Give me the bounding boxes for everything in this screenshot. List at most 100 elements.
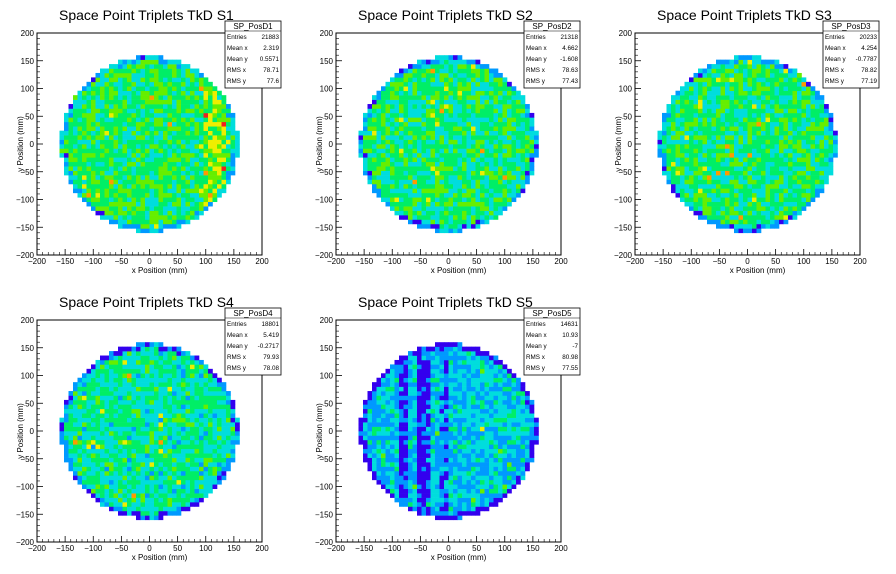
heatmap-cell xyxy=(212,104,218,109)
heatmap-cell xyxy=(743,64,748,69)
heatmap-cell xyxy=(421,117,427,123)
heatmap-cell xyxy=(743,121,748,127)
heatmap-cell xyxy=(403,95,409,100)
heatmap-cell xyxy=(675,170,681,176)
heatmap-cell xyxy=(462,99,467,105)
heatmap-cell xyxy=(801,201,807,207)
heatmap-cell xyxy=(77,386,83,392)
heatmap-cell xyxy=(801,95,807,100)
heatmap-cell xyxy=(172,215,177,220)
heatmap-cell xyxy=(113,391,119,396)
heatmap-cell xyxy=(498,166,503,171)
heatmap-cell xyxy=(684,117,690,123)
heatmap-cell xyxy=(122,417,128,423)
heatmap-cell xyxy=(480,201,485,207)
heatmap-cell xyxy=(127,135,132,140)
heatmap-cell xyxy=(154,64,159,69)
heatmap-cell xyxy=(779,112,784,118)
heatmap-cell xyxy=(203,166,209,171)
heatmap-cell xyxy=(194,117,200,123)
heatmap-cell xyxy=(698,95,703,100)
heatmap-cell xyxy=(412,130,418,136)
heatmap-cell xyxy=(113,166,119,171)
heatmap-cell xyxy=(172,192,177,198)
heatmap-cell xyxy=(770,117,775,123)
heatmap-cell xyxy=(743,95,748,100)
heatmap-cell xyxy=(693,170,699,176)
heatmap-cell xyxy=(185,112,191,118)
heatmap-cell xyxy=(86,479,92,485)
heatmap-cell xyxy=(113,448,119,454)
heatmap-cell xyxy=(154,99,159,105)
y-tick-label: −200 xyxy=(614,251,633,260)
heatmap-cell xyxy=(426,130,431,136)
heatmap-cell xyxy=(529,117,535,123)
heatmap-cell xyxy=(801,77,807,83)
heatmap-cell xyxy=(390,86,395,92)
heatmap-cell xyxy=(127,462,132,467)
heatmap-cell xyxy=(100,435,105,441)
heatmap-cell xyxy=(680,188,685,194)
heatmap-cell xyxy=(145,364,150,370)
heatmap-cell xyxy=(185,72,191,78)
heatmap-cell xyxy=(752,210,757,216)
heatmap-cell xyxy=(149,228,155,234)
heatmap-cell xyxy=(662,170,667,176)
heatmap-cell xyxy=(761,197,766,203)
heatmap-cell xyxy=(95,382,101,387)
heatmap-cell xyxy=(109,206,114,211)
heatmap-cell xyxy=(127,121,132,127)
heatmap-cell xyxy=(462,72,467,78)
heatmap-cell xyxy=(77,453,83,458)
heatmap-cell xyxy=(797,210,802,216)
x-tick-label: 200 xyxy=(255,257,269,266)
y-tick-label: −50 xyxy=(319,168,333,177)
heatmap-cell xyxy=(448,130,454,136)
heatmap-cell xyxy=(716,157,721,163)
heatmap-cell xyxy=(471,219,476,225)
heatmap-cell xyxy=(680,139,685,145)
heatmap-cell xyxy=(372,104,377,109)
heatmap-cell xyxy=(367,175,373,180)
heatmap-cell xyxy=(131,355,137,361)
heatmap-cell xyxy=(412,183,418,189)
heatmap-cell xyxy=(412,144,418,149)
heatmap-cell xyxy=(453,126,458,131)
heatmap-cell xyxy=(394,206,400,211)
y-tick-label: 50 xyxy=(623,112,632,121)
heatmap-cell xyxy=(725,130,730,136)
heatmap-cell xyxy=(372,179,377,185)
heatmap-cell xyxy=(145,422,150,427)
heatmap-cell xyxy=(172,108,177,114)
heatmap-cell xyxy=(203,188,209,194)
heatmap-cell xyxy=(716,130,721,136)
heatmap-cell xyxy=(181,386,186,392)
heatmap-cell xyxy=(140,175,146,180)
heatmap-cell xyxy=(399,206,404,211)
heatmap-cell xyxy=(756,99,762,105)
heatmap-cell xyxy=(394,108,400,114)
heatmap-cell xyxy=(118,126,123,131)
heatmap-cell xyxy=(172,426,177,432)
heatmap-cell xyxy=(104,475,110,481)
heatmap-cell xyxy=(122,382,128,387)
heatmap-cell xyxy=(707,166,712,171)
heatmap-cell xyxy=(181,81,186,87)
heatmap-cell xyxy=(810,148,816,154)
heatmap-cell xyxy=(86,382,92,387)
heatmap-cell xyxy=(127,104,132,109)
heatmap-cell xyxy=(729,135,735,140)
heatmap-cell xyxy=(154,228,159,234)
heatmap-cell xyxy=(127,431,132,436)
heatmap-cell xyxy=(95,399,101,405)
heatmap-cell xyxy=(158,175,164,180)
heatmap-cell xyxy=(412,77,418,83)
x-tick-label: 50 xyxy=(472,257,481,266)
heatmap-cell xyxy=(203,152,209,158)
heatmap-cell xyxy=(86,377,92,383)
heatmap-cell xyxy=(788,183,793,189)
heatmap-cell xyxy=(435,112,440,118)
heatmap-cell xyxy=(95,404,101,410)
heatmap-cell xyxy=(743,210,748,216)
heatmap-cell xyxy=(167,426,173,432)
